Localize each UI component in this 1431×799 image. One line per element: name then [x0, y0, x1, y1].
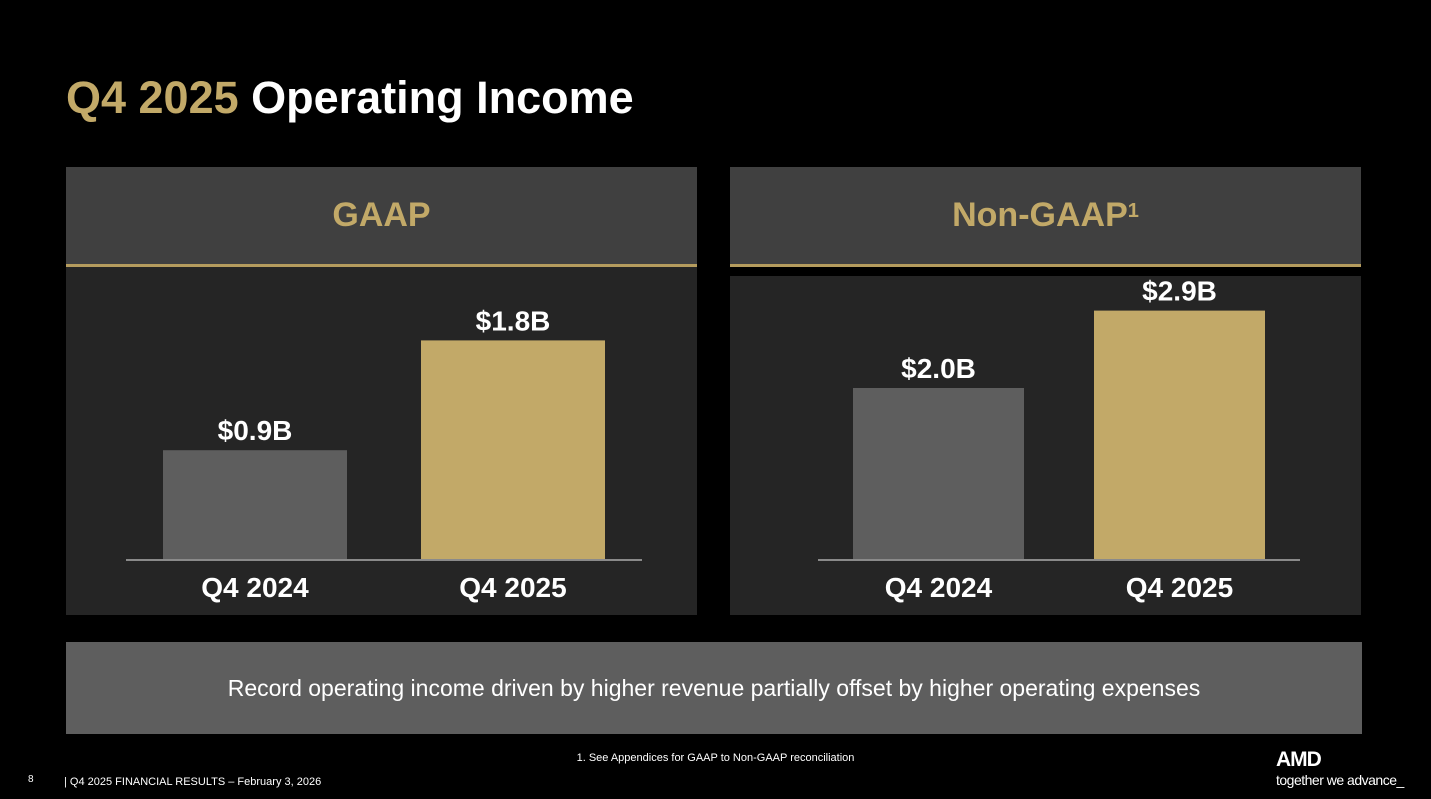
bar: [853, 388, 1024, 560]
x-tick-label: Q4 2025: [1126, 572, 1233, 603]
gaap-chart: $0.9B Q4 2024 $1.8B Q4 2025: [126, 305, 642, 603]
x-tick-label: Q4 2024: [201, 572, 309, 603]
bar: [421, 340, 605, 560]
title-rest: Operating Income: [238, 72, 634, 123]
gaap-header-label: GAAP: [332, 196, 431, 234]
nongaap-header: Non-GAAP 1: [730, 167, 1361, 267]
data-label: $1.8B: [476, 305, 551, 336]
page-title: Q4 2025 Operating Income: [66, 72, 634, 124]
footnote-marker: 1: [1127, 200, 1139, 222]
x-tick-label: Q4 2024: [885, 572, 993, 603]
footer-text: | Q4 2025 FINANCIAL RESULTS – February 3…: [64, 776, 322, 788]
bar: [163, 450, 347, 560]
x-tick-label: Q4 2025: [459, 572, 566, 603]
data-label: $2.0B: [901, 353, 976, 384]
data-label: $2.9B: [1142, 276, 1217, 307]
amd-logo: AMD together we advance_: [1276, 748, 1404, 788]
logo-tagline: together we advance_: [1276, 772, 1404, 788]
gaap-chart-panel: $0.9B Q4 2024 $1.8B Q4 2025: [66, 267, 697, 615]
gaap-header: GAAP: [66, 167, 697, 267]
page-number: 8: [28, 774, 34, 785]
nongaap-chart-panel: $2.0B Q4 2024 $2.9B Q4 2025: [730, 276, 1361, 615]
title-highlight: Q4 2025: [66, 72, 239, 123]
bar: [1094, 310, 1265, 560]
nongaap-chart: $2.0B Q4 2024 $2.9B Q4 2025: [818, 276, 1300, 603]
footnote: 1. See Appendices for GAAP to Non-GAAP r…: [576, 752, 855, 764]
data-label: $0.9B: [218, 415, 293, 446]
nongaap-header-label: Non-GAAP: [952, 196, 1128, 234]
callout-text: Record operating income driven by higher…: [227, 674, 1201, 701]
logo-brand: AMD: [1276, 748, 1322, 771]
callout-box: Record operating income driven by higher…: [66, 642, 1362, 734]
